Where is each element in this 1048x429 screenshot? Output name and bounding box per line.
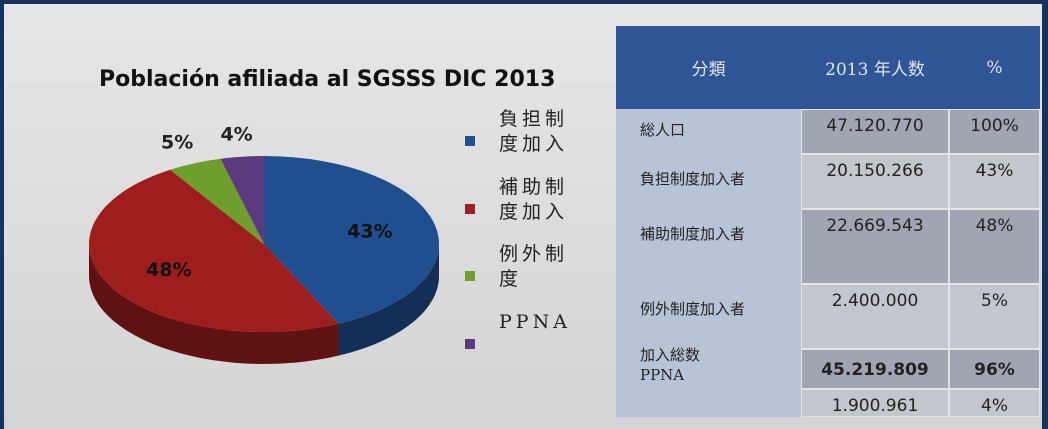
legend-swatch [465,339,475,349]
pie-slice [88,169,339,332]
legend-label: PPNA [499,311,571,333]
table-cell: 22.669.543 [801,209,949,284]
table-cell: 4% [949,389,1040,417]
table-cell: 例外制度加入者 [640,300,746,318]
data-label: 48% [146,259,191,281]
table-cell: 100% [949,109,1040,154]
table-cell: 96% [949,349,1040,389]
pie-slice [170,158,264,244]
chart: Población afiliada al SGSSS DIC 2013 43%… [88,67,555,364]
legend-label: 例外制度 [499,243,569,290]
table-cell: 2.400.000 [801,284,949,349]
pie-slice [220,156,264,244]
table-cell: PPNA [640,366,685,384]
table-cell: 5% [949,284,1040,349]
chart-title: Población afiliada al SGSSS DIC 2013 [99,67,555,92]
legend-swatch [465,136,475,146]
data-label: 4% [220,123,252,145]
legend-swatch [465,271,475,281]
data-label: 5% [161,132,193,154]
table-cell: 負担制度加入者 [640,170,746,188]
table-cell: 補助制度加入者 [640,225,746,243]
header-cell: 2013 年人数 [801,26,949,109]
table-cell: 総人口 [640,121,686,139]
pie-slice [264,156,439,324]
data-label: 43% [347,221,392,243]
table-cell: 45.219.809 [801,349,949,389]
label-column [616,109,801,417]
legend-label: 補助制度加入 [499,176,569,223]
table-cell: 48% [949,209,1040,284]
header-cell: % [949,26,1040,109]
table-cell: 47.120.770 [801,109,949,154]
table-cell: 1.900.961 [801,389,949,417]
legend-swatch [465,204,475,214]
table-cell: 20.150.266 [801,154,949,209]
legend-label: 負担制度加入 [499,108,569,155]
pie-side [338,244,439,356]
header-cell: 分類 [616,26,801,109]
pie-side [89,244,339,364]
table-cell: 加入総数 [640,346,701,364]
table-cell: 43% [949,154,1040,209]
